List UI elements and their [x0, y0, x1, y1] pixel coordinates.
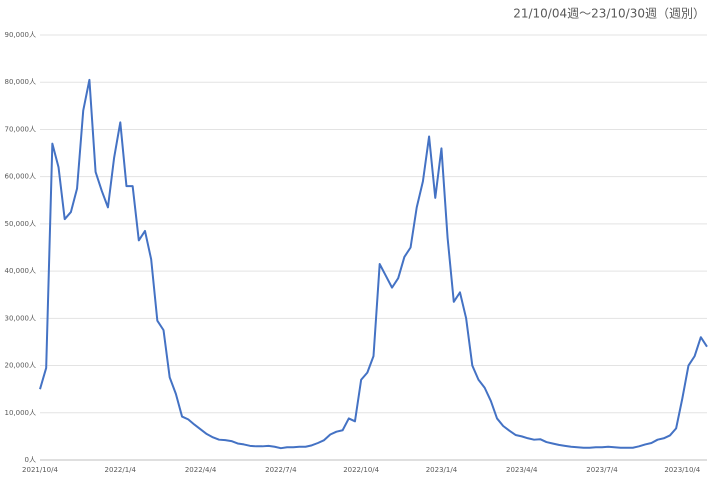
- y-tick-label: 50,000人: [5, 220, 37, 228]
- x-tick-label: 2023/1/4: [426, 466, 458, 474]
- y-tick-label: 70,000人: [5, 125, 37, 133]
- y-tick-label: 60,000人: [5, 173, 37, 181]
- chart-title: 21/10/04週～23/10/30週（週別）: [513, 7, 705, 21]
- y-tick-label: 0人: [25, 456, 36, 464]
- x-tick-label: 2022/1/4: [105, 466, 137, 474]
- x-tick-label: 2023/10/4: [664, 466, 700, 474]
- y-tick-label: 80,000人: [5, 78, 37, 86]
- x-tick-label: 2022/10/4: [343, 466, 379, 474]
- x-tick-label: 2023/4/4: [506, 466, 538, 474]
- y-tick-label: 40,000人: [5, 267, 37, 275]
- x-tick-label: 2022/7/4: [265, 466, 297, 474]
- y-tick-label: 30,000人: [5, 314, 37, 322]
- y-tick-label: 20,000人: [5, 362, 37, 370]
- data-line: [39, 78, 708, 450]
- y-tick-label: 90,000人: [5, 31, 37, 39]
- y-tick-label: 10,000人: [5, 409, 37, 417]
- x-tick-label: 2022/4/4: [185, 466, 217, 474]
- x-tick-label: 2021/10/4: [22, 466, 58, 474]
- x-tick-label: 2023/7/4: [586, 466, 618, 474]
